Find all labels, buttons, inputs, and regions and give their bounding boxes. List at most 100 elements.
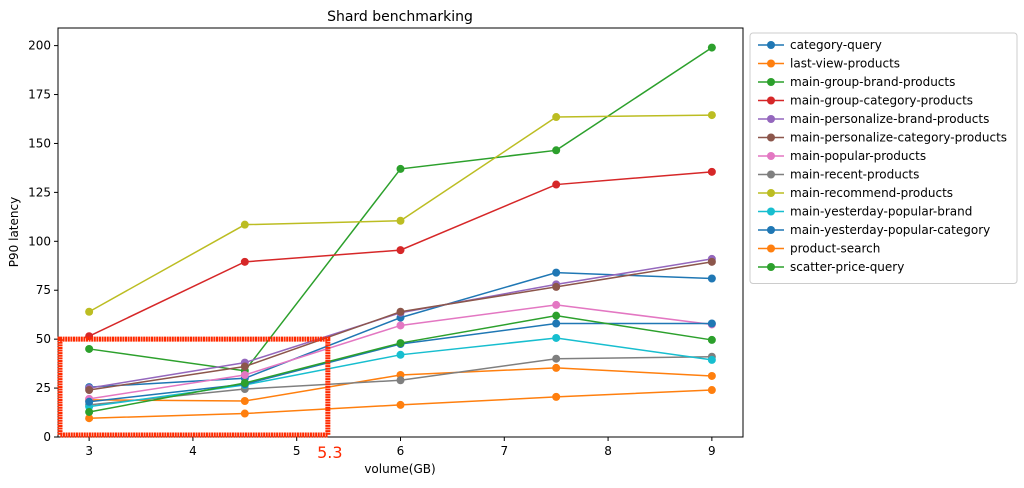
data-point bbox=[85, 386, 94, 395]
legend-entry: main-yesterday-popular-category bbox=[758, 223, 990, 237]
data-point bbox=[552, 282, 561, 291]
series-line bbox=[89, 271, 712, 388]
x-tick-label: 8 bbox=[604, 444, 612, 458]
legend-marker bbox=[767, 170, 775, 179]
data-point bbox=[85, 344, 94, 353]
legend-entry: main-personalize-category-products bbox=[758, 131, 1007, 145]
y-tick-label: 75 bbox=[36, 283, 51, 297]
legend-frame bbox=[749, 32, 1018, 284]
series-main-personalize-category-products bbox=[85, 257, 716, 395]
annotation-label: 5.3 bbox=[317, 443, 342, 462]
data-point bbox=[396, 400, 405, 409]
data-point bbox=[85, 397, 94, 406]
legend-label: main-recent-products bbox=[790, 168, 919, 182]
data-point bbox=[396, 307, 405, 316]
data-point bbox=[85, 307, 94, 316]
y-tick-label: 0 bbox=[43, 430, 51, 444]
chart-title: Shard benchmarking bbox=[327, 9, 473, 25]
data-point bbox=[552, 180, 561, 189]
legend-entry: scatter-price-query bbox=[758, 260, 904, 274]
legend-label: main-popular-products bbox=[790, 149, 926, 163]
data-point bbox=[707, 43, 716, 52]
legend-entry: last-view-products bbox=[758, 57, 900, 71]
series-main-recommend-products bbox=[85, 111, 716, 316]
data-point bbox=[552, 319, 561, 328]
legend-entry: main-group-category-products bbox=[758, 94, 973, 108]
x-axis-label: volume(GB) bbox=[364, 462, 435, 476]
x-tick-label: 5 bbox=[293, 444, 301, 458]
legend-marker bbox=[767, 115, 775, 123]
data-point bbox=[707, 386, 716, 395]
legend-label: main-yesterday-popular-brand bbox=[790, 205, 972, 219]
data-point bbox=[240, 257, 249, 266]
data-point bbox=[707, 167, 716, 176]
data-point bbox=[552, 300, 561, 309]
legend-marker bbox=[767, 59, 775, 68]
legend-entry: main-group-brand-products bbox=[758, 75, 955, 89]
legend-entry: product-search bbox=[758, 242, 880, 256]
x-tick-label: 6 bbox=[397, 444, 405, 458]
data-point bbox=[707, 257, 716, 266]
y-tick-label: 100 bbox=[28, 234, 51, 248]
y-tick-label: 200 bbox=[28, 39, 51, 53]
data-point bbox=[240, 220, 249, 229]
series-main-yesterday-popular-category bbox=[85, 319, 716, 406]
data-point bbox=[240, 396, 249, 405]
legend-label: main-yesterday-popular-category bbox=[790, 223, 990, 237]
legend-entry: main-yesterday-popular-brand bbox=[758, 205, 972, 219]
data-point bbox=[707, 335, 716, 344]
legend-entry: category-query bbox=[758, 38, 882, 52]
legend-label: main-recommend-products bbox=[790, 186, 953, 200]
legend-entry: main-recommend-products bbox=[758, 186, 953, 200]
legend-label: scatter-price-query bbox=[790, 260, 904, 274]
data-point bbox=[552, 333, 561, 342]
y-tick-label: 25 bbox=[36, 381, 51, 395]
data-point bbox=[396, 350, 405, 359]
data-point bbox=[552, 146, 561, 155]
series-line bbox=[88, 114, 712, 313]
legend-label: main-personalize-brand-products bbox=[790, 112, 989, 126]
series-scatter-price-query bbox=[85, 311, 716, 416]
legend-marker bbox=[767, 244, 775, 253]
legend-label: main-group-brand-products bbox=[790, 75, 955, 89]
legend-entry: main-recent-products bbox=[758, 168, 919, 182]
y-tick-label: 125 bbox=[28, 185, 51, 199]
legend-label: main-group-category-products bbox=[790, 94, 973, 108]
legend-marker bbox=[767, 96, 775, 105]
data-point bbox=[707, 319, 716, 328]
data-point bbox=[552, 354, 561, 363]
series-line bbox=[88, 314, 712, 413]
x-tick-label: 3 bbox=[85, 444, 93, 458]
data-point bbox=[240, 409, 249, 418]
x-tick-label: 4 bbox=[189, 444, 197, 458]
data-point bbox=[707, 371, 716, 380]
data-point bbox=[707, 111, 716, 120]
legend-label: product-search bbox=[790, 242, 880, 256]
y-tick-label: 150 bbox=[28, 136, 51, 150]
data-point bbox=[552, 363, 561, 372]
x-tick-label: 9 bbox=[708, 444, 716, 458]
data-point bbox=[552, 311, 561, 320]
data-point bbox=[707, 274, 716, 283]
data-point bbox=[707, 355, 716, 364]
y-axis-label: P90 latency bbox=[7, 197, 21, 267]
data-point bbox=[552, 113, 561, 122]
annotation-box bbox=[57, 336, 331, 438]
data-point bbox=[396, 216, 405, 225]
legend-entry: main-personalize-brand-products bbox=[758, 112, 989, 126]
legend-label: category-query bbox=[790, 38, 882, 52]
data-point bbox=[240, 370, 249, 379]
data-point bbox=[396, 376, 405, 385]
legend-marker bbox=[767, 133, 775, 142]
data-point bbox=[240, 362, 249, 371]
legend-marker bbox=[767, 207, 775, 216]
legend-marker bbox=[767, 152, 775, 160]
legend-marker bbox=[767, 263, 775, 271]
data-point bbox=[85, 414, 94, 423]
data-point bbox=[396, 321, 405, 330]
y-tick-label: 50 bbox=[36, 332, 51, 346]
y-tick-label: 175 bbox=[28, 88, 51, 102]
legend-entry: main-popular-products bbox=[758, 149, 926, 163]
data-point bbox=[552, 268, 561, 277]
